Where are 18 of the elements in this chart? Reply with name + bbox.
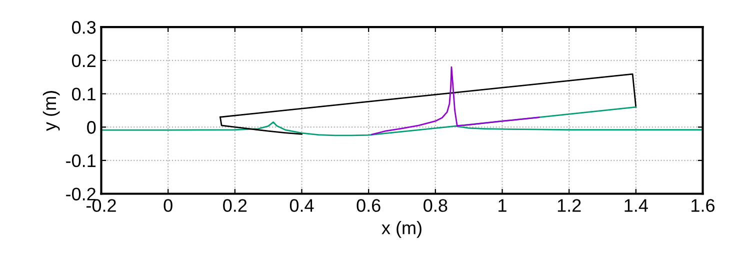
y-tick-label: -0.2 [66,188,96,200]
x-tick-label: -0.2 [86,199,116,212]
x-tick-label: 1 [498,199,506,212]
y-axis-title: y (m) [42,90,60,131]
x-tick-label: 0 [164,199,172,212]
y-tick-label: 0.3 [72,21,96,34]
y-tick-label: 0.2 [72,54,96,68]
y-tick-label: 0 [87,121,96,134]
x-tick-label: 0.4 [290,199,314,212]
y-tick-label: 0.1 [72,88,96,100]
x-tick-label: 0.8 [424,199,448,212]
x-tick-label: 1.2 [558,199,581,212]
x-tick-label: 1.4 [624,199,648,212]
x-tick-label: 0.6 [356,199,380,212]
x-tick-label: 1.6 [692,199,715,212]
y-tick-label: -0.1 [66,154,96,168]
x-axis-title: x (m) [382,221,422,238]
x-tick-label: 0.2 [223,199,247,212]
